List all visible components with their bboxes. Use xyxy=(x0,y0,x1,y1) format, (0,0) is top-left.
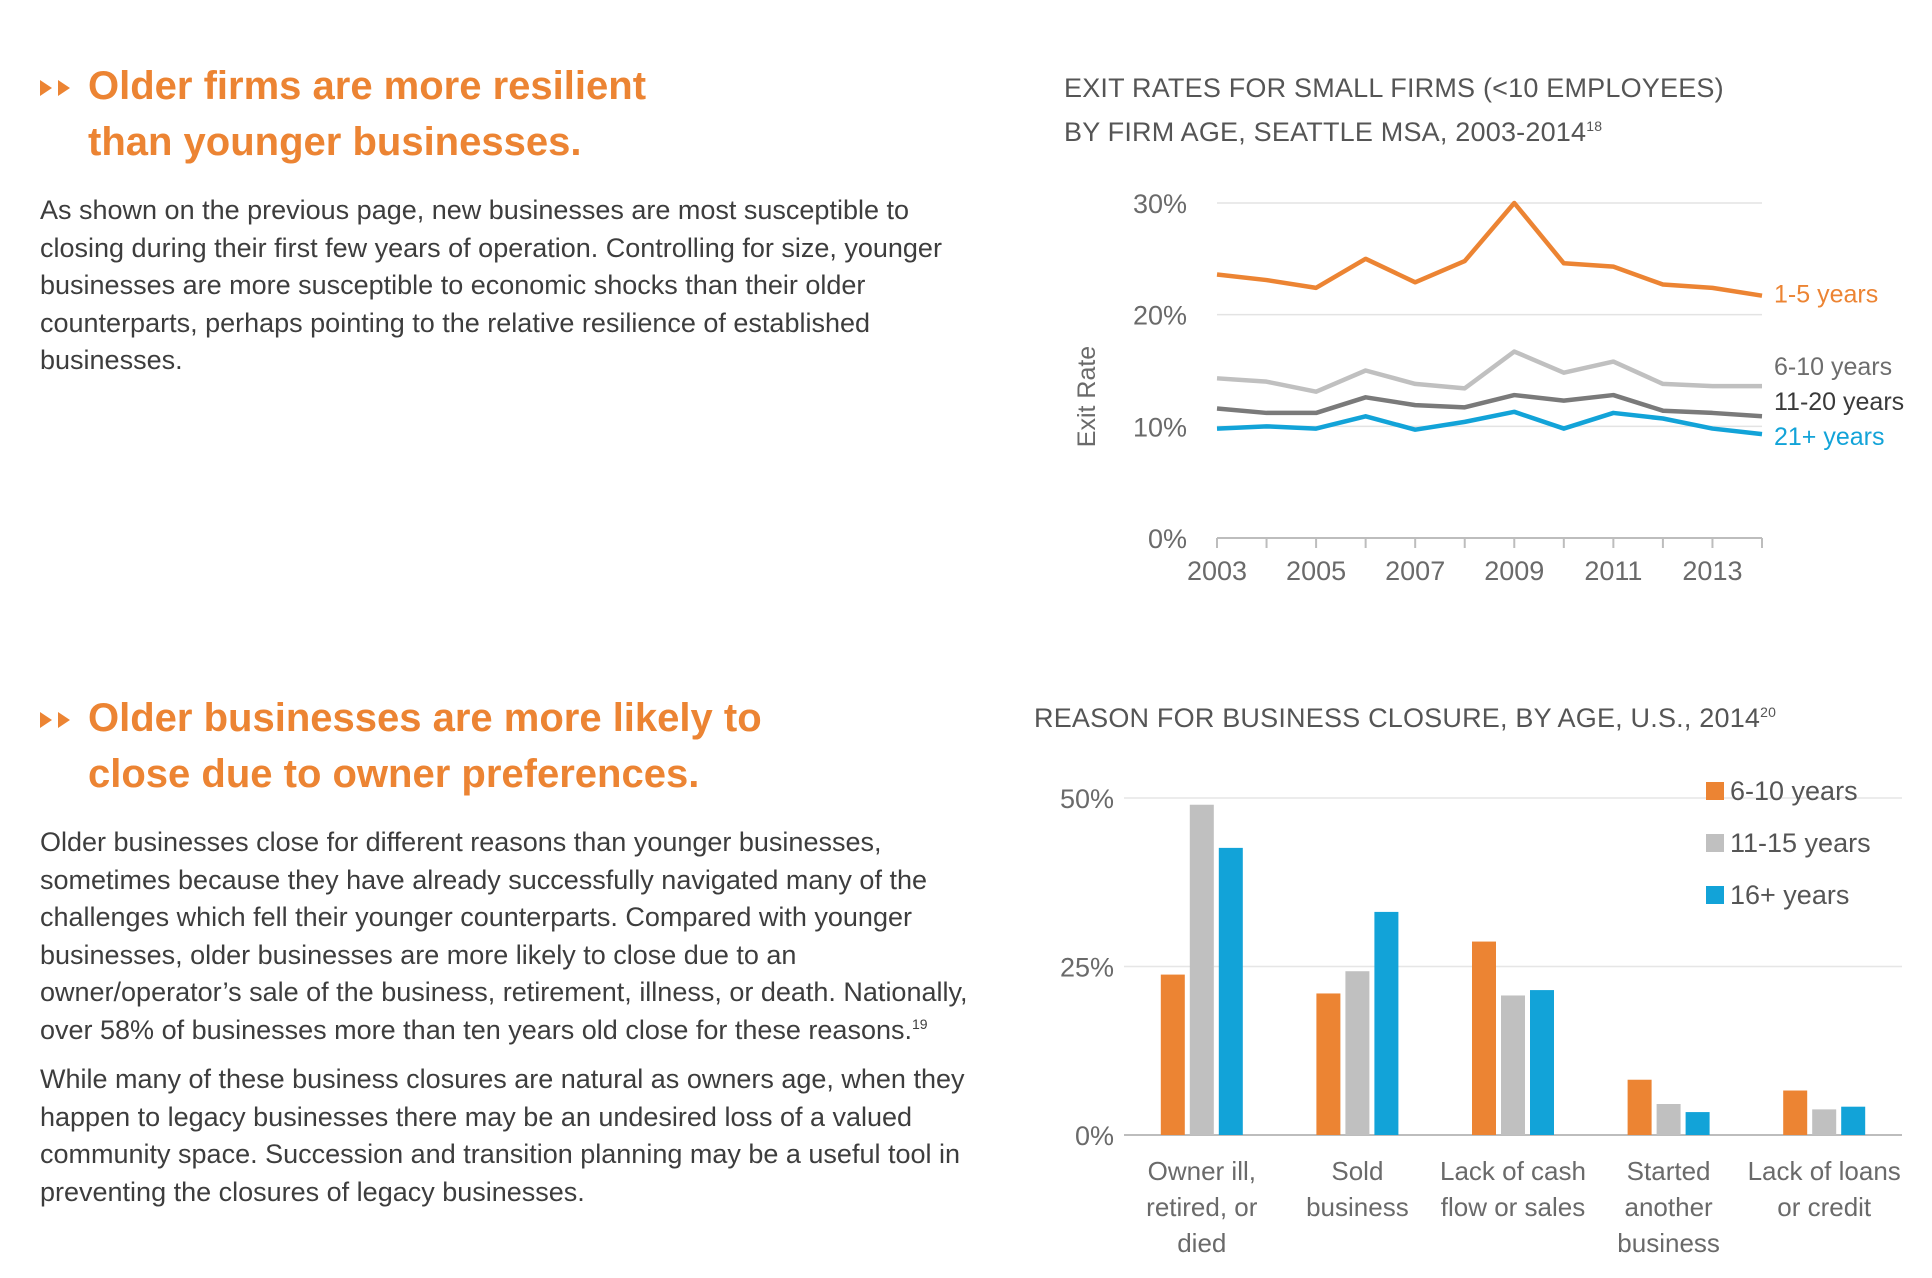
section-resilience: Older firms are more resilient than youn… xyxy=(40,58,970,380)
bar xyxy=(1345,971,1370,1135)
heading-line: Older businesses are more likely to xyxy=(88,696,762,740)
heading-line: close due to owner preferences. xyxy=(88,752,700,796)
x-category-label: Owner ill, xyxy=(1148,1156,1256,1186)
series-line xyxy=(1216,409,1763,437)
series-line xyxy=(1216,392,1763,419)
bar xyxy=(1472,941,1496,1135)
legend-swatch xyxy=(1706,886,1724,904)
chart-title-line: EXIT RATES FOR SMALL FIRMS (<10 EMPLOYEE… xyxy=(1064,73,1724,103)
bar xyxy=(1685,1112,1710,1135)
x-category-label: Lack of loans xyxy=(1748,1156,1901,1186)
x-category-label: retired, or xyxy=(1146,1192,1258,1222)
series-line xyxy=(1216,349,1762,394)
bar xyxy=(1841,1106,1866,1135)
series-label: 21+ years xyxy=(1774,423,1885,451)
series-line xyxy=(1216,200,1763,298)
body-paragraph: Older businesses close for different rea… xyxy=(40,827,968,1045)
bar-chart-title: REASON FOR BUSINESS CLOSURE, BY AGE, U.S… xyxy=(1034,696,1776,740)
chart-title-line: REASON FOR BUSINESS CLOSURE, BY AGE, U.S… xyxy=(1034,703,1761,733)
chart-title-line: BY FIRM AGE, SEATTLE MSA, 2003-2014 xyxy=(1064,117,1587,147)
x-category-label: another xyxy=(1625,1192,1714,1222)
closure-reason-bar-chart: 0% 25% 50% Owner ill, retired, or died Sold bus… xyxy=(1060,776,1902,1258)
legend-swatch xyxy=(1706,782,1724,800)
footnote-ref: 20 xyxy=(1760,704,1777,720)
bar xyxy=(1374,911,1399,1135)
series-label: 1-5 years xyxy=(1774,281,1878,309)
bar xyxy=(1656,1103,1681,1135)
heading-line: Older firms are more resilient xyxy=(88,64,647,108)
y-tick-label: 10% xyxy=(1133,412,1187,442)
x-category-label: or credit xyxy=(1777,1192,1872,1222)
footnote-ref: 18 xyxy=(1586,118,1603,134)
section-heading: Older businesses are more likely to clos… xyxy=(40,690,970,802)
x-category-label: business xyxy=(1617,1228,1720,1258)
exit-rate-line-chart: 0% 10% 20% 30% 2003 2005 2007 2009 2011 2013 Exit … xyxy=(1073,189,1904,586)
bar xyxy=(1627,1079,1652,1135)
series-label: 11-20 years xyxy=(1774,388,1904,416)
bar xyxy=(1783,1090,1808,1135)
bar xyxy=(1189,804,1214,1135)
footnote-ref: 19 xyxy=(911,1015,928,1032)
y-tick-label: 0% xyxy=(1075,1121,1114,1151)
x-category-label: Sold xyxy=(1331,1156,1383,1186)
bar xyxy=(1218,847,1243,1135)
body-paragraph: While many of these business closures ar… xyxy=(40,1064,965,1207)
legend-label: 11-15 years xyxy=(1730,828,1871,858)
x-tick-label: 2009 xyxy=(1484,556,1544,586)
x-category-label: died xyxy=(1177,1228,1226,1258)
x-tick-label: 2003 xyxy=(1187,556,1247,586)
heading-line: than younger businesses. xyxy=(88,120,582,164)
bar xyxy=(1530,990,1554,1135)
x-tick-label: 2007 xyxy=(1385,556,1445,586)
y-tick-label: 25% xyxy=(1060,953,1114,983)
legend-label: 16+ years xyxy=(1730,880,1849,910)
x-category-label: Lack of cash xyxy=(1440,1156,1586,1186)
y-tick-label: 0% xyxy=(1148,524,1187,554)
section-closure-reasons: Older businesses are more likely to clos… xyxy=(40,690,970,1211)
bar xyxy=(1160,974,1185,1135)
series-label: 6-10 years xyxy=(1774,353,1892,381)
x-category-label: flow or sales xyxy=(1441,1192,1586,1222)
double-arrow-icon xyxy=(40,712,70,728)
section-heading: Older firms are more resilient than youn… xyxy=(40,58,970,170)
bar xyxy=(1812,1109,1837,1135)
y-axis-label: Exit Rate xyxy=(1073,346,1101,447)
y-tick-label: 30% xyxy=(1133,189,1187,219)
legend-label: 6-10 years xyxy=(1730,776,1858,806)
line-chart-title: EXIT RATES FOR SMALL FIRMS (<10 EMPLOYEE… xyxy=(1064,66,1724,154)
x-tick-label: 2013 xyxy=(1682,556,1742,586)
legend-swatch xyxy=(1706,834,1724,852)
x-category-label: Started xyxy=(1627,1156,1711,1186)
body-paragraph: As shown on the previous page, new busin… xyxy=(40,195,942,375)
x-tick-label: 2011 xyxy=(1584,556,1642,586)
double-arrow-icon xyxy=(40,80,70,96)
y-tick-label: 20% xyxy=(1133,301,1187,331)
x-category-label: business xyxy=(1306,1192,1409,1222)
bar xyxy=(1501,995,1525,1135)
y-tick-label: 50% xyxy=(1060,784,1114,814)
bar xyxy=(1316,993,1341,1135)
x-tick-label: 2005 xyxy=(1286,556,1346,586)
